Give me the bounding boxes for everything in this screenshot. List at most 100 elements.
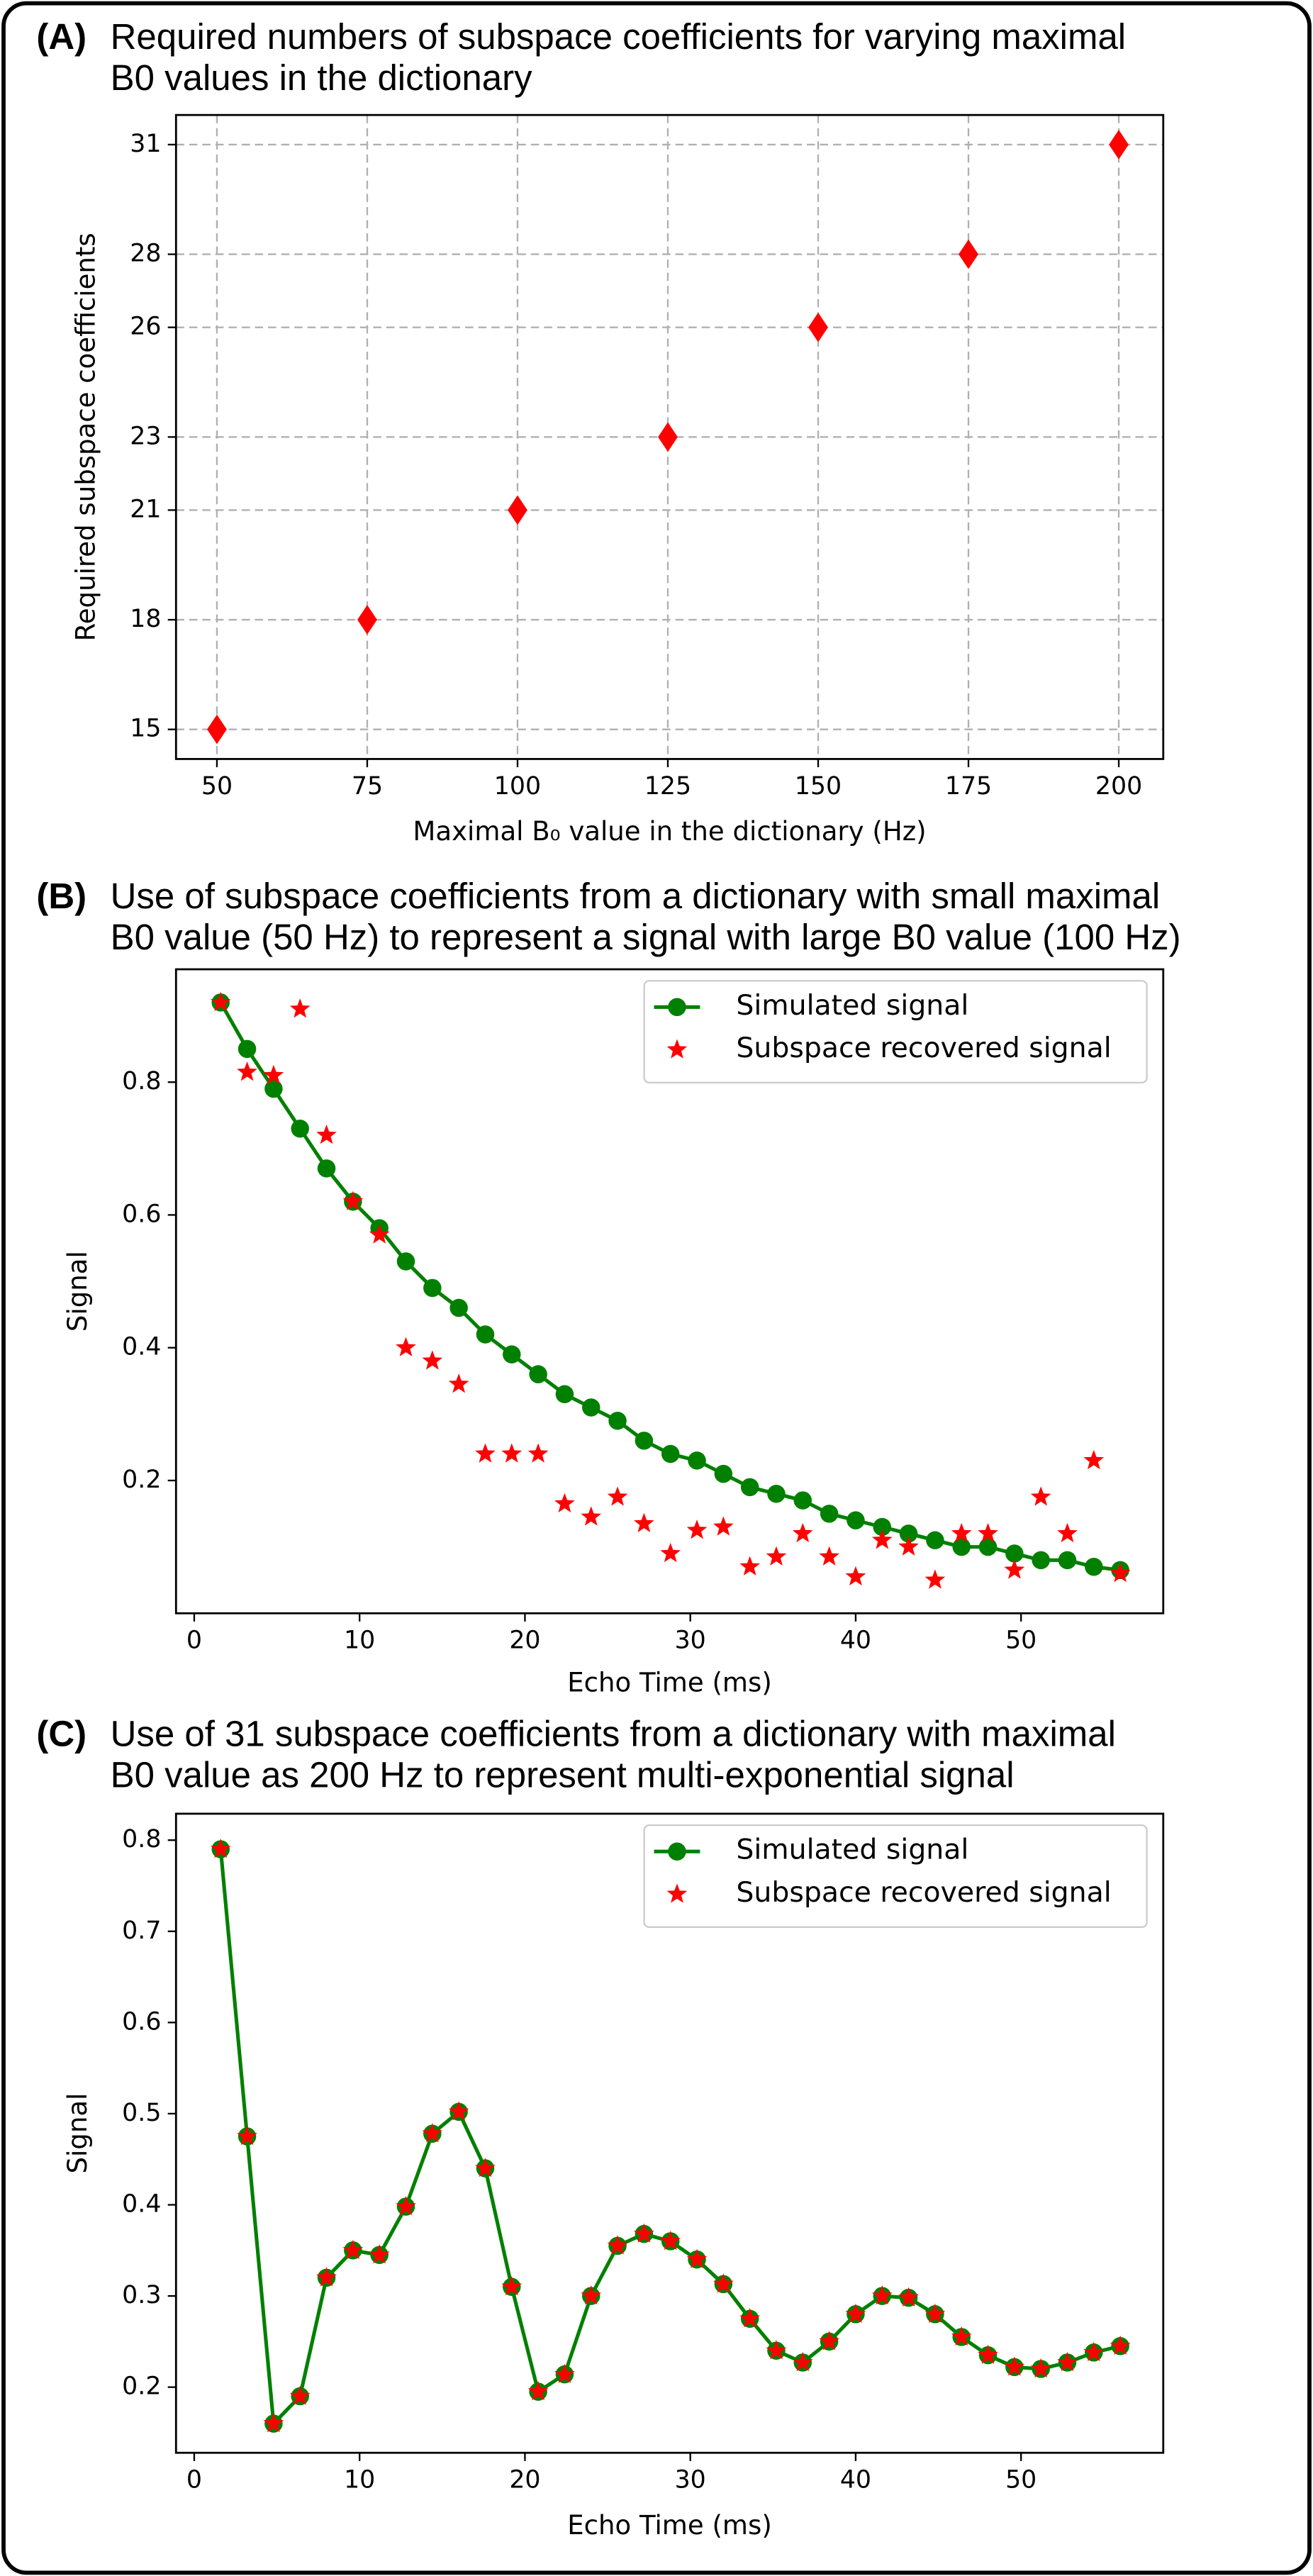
point <box>396 1252 415 1271</box>
x-tick-label: 30 <box>675 1627 706 1655</box>
point <box>1004 1559 1025 1579</box>
point <box>634 1512 654 1533</box>
x-axis-label: Echo Time (ms) <box>567 2510 772 2541</box>
point <box>739 1556 760 1576</box>
legend-marker <box>668 1842 686 1861</box>
point <box>959 239 978 269</box>
point <box>422 1350 443 1370</box>
point <box>634 2223 654 2243</box>
point <box>1110 2335 1131 2355</box>
point <box>951 1522 972 1543</box>
y-tick-label: 26 <box>130 313 161 341</box>
point <box>766 1546 787 1566</box>
point <box>449 1298 468 1317</box>
point <box>357 605 377 635</box>
point <box>871 1529 893 1549</box>
y-tick-label: 0.4 <box>122 2190 161 2219</box>
point <box>501 1443 523 1463</box>
y-tick-label: 18 <box>130 605 161 633</box>
legend-label: Simulated signal <box>736 989 968 1022</box>
x-tick-label: 75 <box>352 772 383 801</box>
point <box>819 2331 839 2351</box>
point <box>423 1278 442 1298</box>
point <box>978 1522 998 1543</box>
plot-frame <box>174 968 1165 1615</box>
point <box>792 1522 813 1543</box>
point <box>1085 1557 1103 1576</box>
point <box>1004 2356 1025 2376</box>
y-tick-label: 28 <box>130 240 161 268</box>
chart-title: B0 value as 200 Hz to represent multi-ex… <box>111 1754 1015 1795</box>
point <box>607 1486 628 1506</box>
x-tick-label: 20 <box>509 1627 540 1655</box>
x-tick-label: 30 <box>675 2466 706 2494</box>
point <box>898 2287 919 2307</box>
chart-title: Use of 31 subspace coefficients from a d… <box>111 1713 1116 1753</box>
panel-label: (A) <box>36 16 86 57</box>
point <box>1110 1563 1131 1583</box>
y-tick-label: 0.5 <box>122 2099 161 2127</box>
legend-label: Subspace recovered signal <box>736 1876 1111 1909</box>
y-tick-label: 0.8 <box>122 1067 161 1095</box>
point <box>396 2196 416 2216</box>
panel-label: (C) <box>36 1713 86 1753</box>
point <box>607 2235 628 2255</box>
point <box>476 1325 495 1344</box>
point <box>660 1542 681 1563</box>
x-tick-label: 40 <box>840 1627 871 1655</box>
point <box>660 2230 681 2251</box>
x-tick-label: 150 <box>795 772 842 801</box>
point <box>475 1443 496 1463</box>
point <box>317 1159 336 1178</box>
legend-marker <box>668 998 686 1017</box>
point <box>527 1443 549 1463</box>
legend-label: Simulated signal <box>736 1834 968 1866</box>
y-tick-label: 31 <box>130 130 161 158</box>
point <box>766 2340 787 2360</box>
point <box>1083 1449 1105 1470</box>
legend-box <box>643 1824 1148 1928</box>
point <box>207 714 227 745</box>
y-tick-label: 0.4 <box>122 1333 161 1361</box>
y-tick-label: 0.7 <box>122 1917 161 1945</box>
point <box>369 2244 390 2264</box>
x-tick-label: 50 <box>201 772 233 801</box>
point <box>581 1506 602 1526</box>
point <box>978 2344 998 2364</box>
point <box>820 1505 839 1523</box>
x-tick-label: 50 <box>1005 2466 1037 2494</box>
x-tick-label: 0 <box>186 1627 202 1655</box>
point <box>688 1451 706 1470</box>
point <box>952 1537 971 1556</box>
point <box>713 2273 734 2293</box>
x-tick-label: 100 <box>494 772 541 801</box>
y-tick-label: 0.6 <box>122 1200 161 1228</box>
point <box>554 1493 575 1512</box>
x-axis-label: Echo Time (ms) <box>567 1667 772 1697</box>
y-axis-label: Signal <box>62 1251 93 1332</box>
point <box>1030 1486 1051 1506</box>
point <box>713 1516 734 1536</box>
point <box>978 1537 998 1556</box>
x-tick-label: 40 <box>840 2466 871 2494</box>
x-tick-label: 20 <box>509 2466 540 2494</box>
point <box>819 1546 839 1566</box>
point <box>686 2248 708 2268</box>
point <box>635 1432 654 1450</box>
point <box>608 1411 627 1430</box>
point <box>342 1191 364 1210</box>
point <box>396 1337 416 1356</box>
point <box>924 2303 946 2323</box>
point <box>289 2385 311 2405</box>
point <box>1032 1551 1050 1570</box>
point <box>237 1061 257 1081</box>
chart-title: B0 value (50 Hz) to represent a signal w… <box>111 917 1181 957</box>
point <box>448 1373 469 1393</box>
point <box>845 1566 866 1585</box>
y-tick-label: 0.6 <box>122 2007 161 2036</box>
point <box>475 2158 496 2178</box>
x-tick-label: 125 <box>644 772 691 801</box>
point <box>924 1569 946 1589</box>
